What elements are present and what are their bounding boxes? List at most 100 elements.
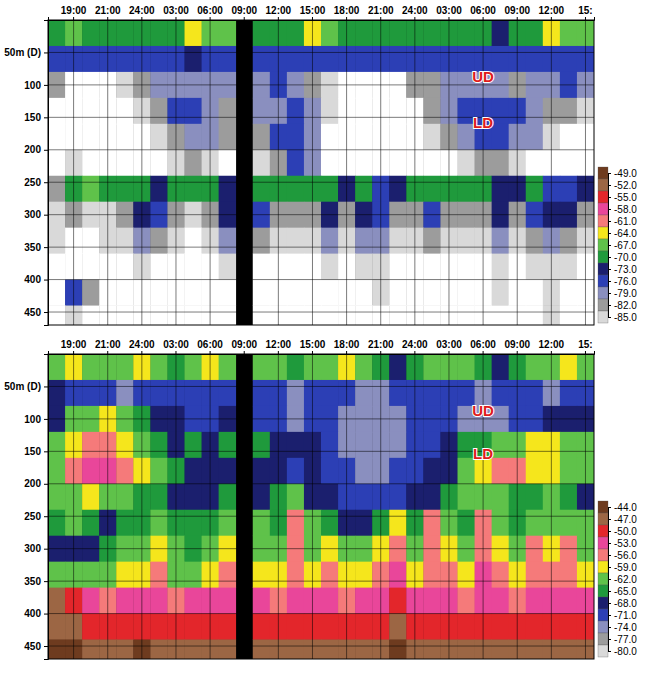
heatmap-cell — [48, 280, 65, 306]
heatmap-cell — [253, 484, 270, 510]
grid-line-x — [517, 354, 518, 659]
heatmap-cell — [560, 484, 577, 510]
heatmap-cell — [82, 484, 99, 510]
heatmap-cell — [185, 280, 202, 306]
colorbar-swatch — [598, 167, 608, 179]
y-axis: 50m (D)100150200250300350400450 — [4, 355, 48, 660]
heatmap-cell — [458, 20, 475, 46]
heatmap-cell — [321, 380, 338, 406]
x-tick-label: 18:00 — [334, 5, 360, 16]
colorbar-tick-label: -67.0 — [614, 240, 637, 251]
y-tick: 50m (D) — [4, 381, 48, 392]
heatmap-cell — [116, 228, 133, 254]
y-tick-label: 300 — [24, 209, 41, 220]
heatmap-cell — [287, 640, 304, 659]
grid-line-x — [346, 354, 347, 659]
x-tick-label: 12:00 — [539, 5, 565, 16]
colorbar-tick: -49.0 — [608, 168, 637, 179]
grid-line-x — [380, 354, 381, 659]
heatmap-cell — [423, 228, 440, 254]
heatmap-cell — [560, 380, 577, 406]
heatmap-cell — [492, 98, 509, 124]
x-tick: 12:00 — [539, 339, 565, 354]
colorbar-swatch — [598, 513, 608, 525]
heatmap-cell — [82, 306, 99, 325]
colorbar-tick-mark — [608, 627, 611, 628]
grid-line-x — [312, 354, 313, 659]
x-tick: 24:00 — [402, 5, 428, 20]
heatmap-cell — [116, 98, 133, 124]
heatmap-cell — [492, 640, 509, 659]
x-tick-label: 03:00 — [163, 5, 189, 16]
x-tick-label: 15:00 — [300, 5, 326, 16]
x-tick-label: 24:00 — [129, 339, 155, 350]
heatmap-cell — [185, 640, 202, 659]
grid-line-y — [48, 483, 594, 484]
heatmap-cell — [150, 124, 167, 150]
heatmap-cell — [253, 46, 270, 72]
heatmap-cell — [82, 228, 99, 254]
heatmap-cell — [48, 432, 65, 458]
heatmap-cell — [389, 432, 406, 458]
annotation: UD — [472, 402, 494, 419]
heatmap-cell — [287, 124, 304, 150]
heatmap-cell — [48, 380, 65, 406]
x-tick: 12:00 — [266, 5, 292, 20]
colorbar-tick: -55.0 — [608, 192, 637, 203]
heatmap-cell — [253, 432, 270, 458]
x-tick: 09:00 — [231, 339, 257, 354]
heatmap-cell — [287, 510, 304, 536]
y-tick: 350 — [24, 242, 48, 253]
heatmap-cell — [492, 176, 509, 202]
heatmap-cell — [150, 458, 167, 484]
x-tick: 24:00 — [129, 5, 155, 20]
grid-line-y — [48, 646, 594, 647]
heatmap-cell — [458, 484, 475, 510]
colorbar-tick: -67.0 — [608, 240, 637, 251]
colorbar-tick-label: -79.0 — [614, 288, 637, 299]
x-tick-label: 21:00 — [368, 339, 394, 350]
heatmap-cell — [116, 380, 133, 406]
x-tick-mark — [551, 351, 552, 354]
heatmap-cell — [82, 150, 99, 176]
colorbar-tick: -56.0 — [608, 550, 637, 561]
colorbar-tick-mark — [608, 173, 611, 174]
x-tick: 09:00 — [504, 339, 530, 354]
y-tick-mark — [44, 280, 48, 281]
x-tick: 21:00 — [95, 5, 121, 20]
colorbar-swatch — [598, 227, 608, 239]
plot-frame — [48, 354, 594, 659]
heatmap-cell — [389, 510, 406, 536]
colorbar-tick: -85.0 — [608, 312, 637, 323]
heatmap-cell — [321, 588, 338, 614]
colorbar-swatch — [598, 645, 608, 657]
heatmap-cell — [48, 98, 65, 124]
heatmap-cell — [355, 176, 372, 202]
x-tick: 06:00 — [197, 5, 223, 20]
colorbar-tick: -53.0 — [608, 538, 637, 549]
colorbar-tick-mark — [608, 507, 611, 508]
grid-line-x — [107, 20, 108, 325]
colorbar-tick-label: -52.0 — [614, 180, 637, 191]
heatmap-cell — [185, 588, 202, 614]
heatmap-cell — [219, 458, 236, 484]
y-tick-mark — [44, 386, 48, 387]
heatmap-cell — [48, 562, 65, 588]
y-tick: 100 — [24, 80, 48, 91]
grid-line-y — [48, 312, 594, 313]
y-tick-mark — [44, 646, 48, 647]
heatmap-cell — [287, 228, 304, 254]
colorbar-swatch — [598, 537, 608, 549]
heatmap-cell — [321, 150, 338, 176]
colorbar-swatch — [598, 275, 608, 287]
x-tick: 15:00 — [300, 5, 326, 20]
x-tick-label: 18:00 — [334, 339, 360, 350]
heatmap-cell — [48, 176, 65, 202]
x-tick-mark — [414, 351, 415, 354]
colorbar-tick: -73.0 — [608, 264, 637, 275]
grid-line-x — [483, 354, 484, 659]
heatmap-cell — [253, 380, 270, 406]
colorbar-swatch — [598, 191, 608, 203]
heatmap-cell — [355, 432, 372, 458]
heatmap-cell — [321, 98, 338, 124]
